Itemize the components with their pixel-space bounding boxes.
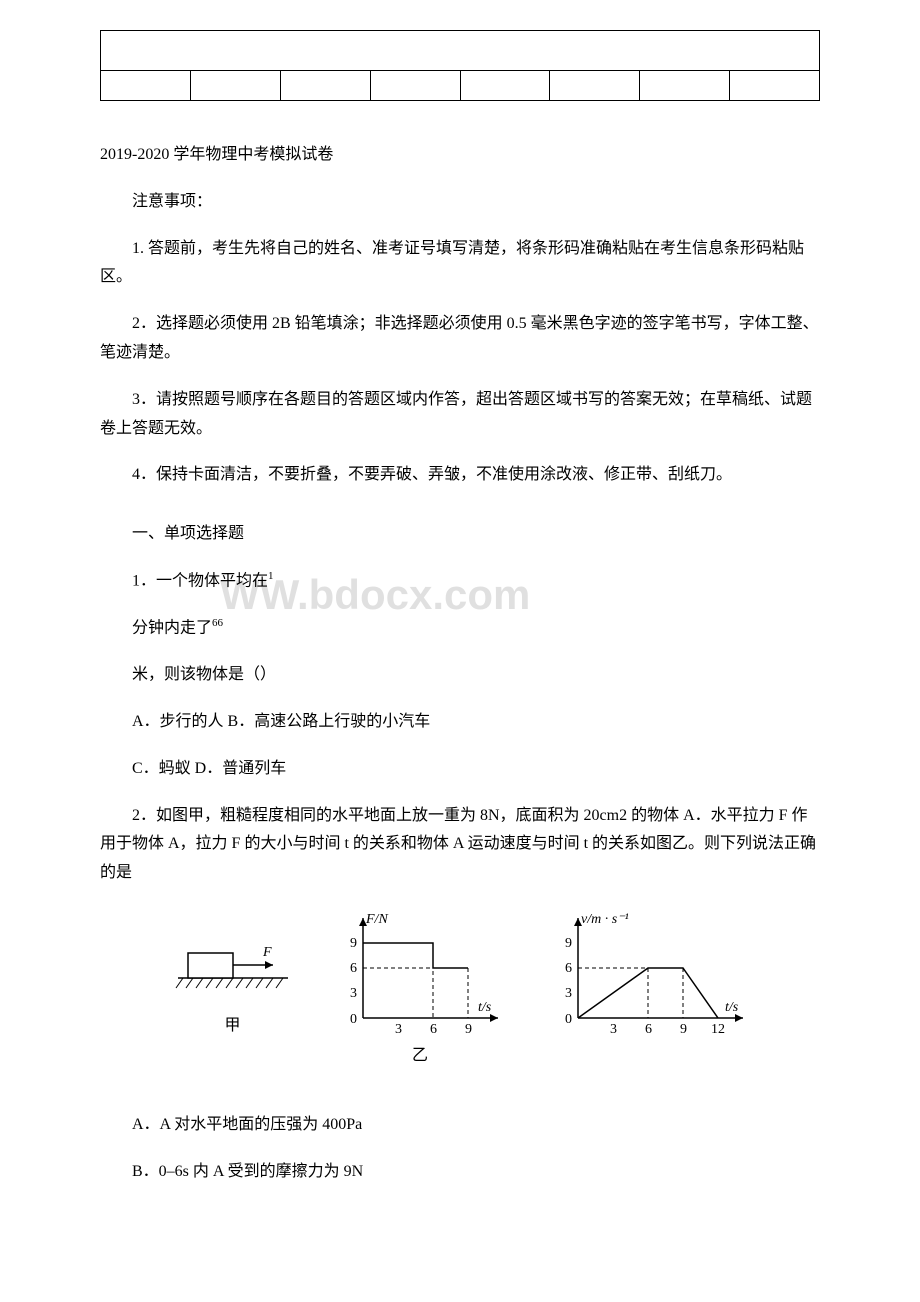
svg-text:3: 3 (565, 986, 572, 1001)
svg-text:6: 6 (645, 1022, 652, 1037)
q2-option-b: B．0–6s 内 A 受到的摩擦力为 9N (100, 1158, 820, 1187)
svg-text:0: 0 (565, 1012, 572, 1027)
diagram-jia-label: 甲 (224, 1012, 240, 1041)
svg-text:3: 3 (350, 986, 357, 1001)
svg-text:t/s: t/s (725, 1000, 739, 1015)
svg-text:9: 9 (680, 1022, 687, 1037)
svg-text:t/s: t/s (478, 1000, 492, 1015)
q2-stem: 2．如图甲，粗糙程度相同的水平地面上放一重为 8N，底面积为 20cm2 的物体… (100, 802, 820, 888)
section-title: 一、单项选择题 (100, 520, 820, 549)
q1-block: WW.bdocx.com 1．一个物体平均在1 分钟内走了66 (100, 567, 820, 643)
q1-line2: 分钟内走了66 (100, 614, 820, 643)
q1-line1: 1．一个物体平均在1 (100, 567, 820, 596)
q2-option-a: A．A 对水平地面的压强为 400Pa (100, 1111, 820, 1140)
notice-item: 1. 答题前，考生先将自己的姓名、准考证号填写清楚，将条形码准确粘贴在考生信息条… (100, 235, 820, 293)
q1-line1-text: 1．一个物体平均在 (132, 572, 268, 589)
svg-text:6: 6 (430, 1022, 437, 1037)
svg-text:9: 9 (565, 936, 572, 951)
q1-option-ab: A．步行的人 B．高速公路上行驶的小汽车 (100, 708, 820, 737)
diagram-yi-force-svg: 0 3 6 9 3 6 9 F/N t/s (328, 908, 513, 1038)
svg-text:v/m · s⁻¹: v/m · s⁻¹ (581, 912, 629, 927)
header-grid (100, 30, 820, 101)
notice-item: 3．请按照题号顺序在各题目的答题区域内作答，超出答题区域书写的答案无效；在草稿纸… (100, 386, 820, 444)
exam-title: 2019-2020 学年物理中考模拟试卷 (100, 141, 820, 170)
svg-text:9: 9 (350, 936, 357, 951)
diagram-jia: F 甲 (168, 908, 298, 1071)
diagram-yi-velocity: 0 3 6 9 3 6 9 12 v/m · s⁻¹ t/s _ (543, 908, 753, 1071)
diagram-yi-force: 0 3 6 9 3 6 9 F/N t/s 乙 (328, 908, 513, 1071)
svg-text:12: 12 (711, 1022, 725, 1037)
q1-line3: 米，则该物体是（） (100, 661, 820, 690)
q1-sup2: 66 (212, 617, 223, 629)
svg-text:0: 0 (350, 1012, 357, 1027)
svg-text:6: 6 (565, 961, 572, 976)
diagram-row: F 甲 0 3 6 9 3 6 9 F/N t/s (100, 908, 820, 1071)
svg-text:3: 3 (395, 1022, 402, 1037)
diagram-yi-label: 乙 (412, 1042, 428, 1071)
diagram-yi-velocity-svg: 0 3 6 9 3 6 9 12 v/m · s⁻¹ t/s (543, 908, 753, 1038)
svg-text:3: 3 (610, 1022, 617, 1037)
diagram-jia-svg: F (168, 908, 298, 1008)
notice-item: 4．保持卡面清洁，不要折叠，不要弄破、弄皱，不准使用涂改液、修正带、刮纸刀。 (100, 461, 820, 490)
svg-text:9: 9 (465, 1022, 472, 1037)
force-label-text: F (262, 945, 272, 960)
q1-option-cd: C．蚂蚁 D．普通列车 (100, 755, 820, 784)
q1-line2-prefix: 分钟内走了 (132, 619, 212, 636)
svg-text:6: 6 (350, 961, 357, 976)
svg-text:F/N: F/N (365, 912, 388, 927)
notice-item: 2．选择题必须使用 2B 铅笔填涂；非选择题必须使用 0.5 毫米黑色字迹的签字… (100, 310, 820, 368)
notice-heading: 注意事项： (100, 188, 820, 217)
q1-sup1: 1 (268, 570, 274, 582)
